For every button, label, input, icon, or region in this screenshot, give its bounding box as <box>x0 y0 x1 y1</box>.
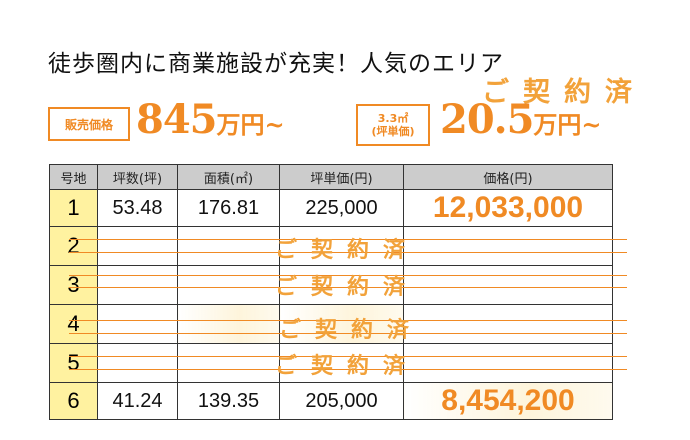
header-area: 面積(㎡) <box>177 164 280 190</box>
table-row: 6 41.24 139.35 205,000 8,454,200 <box>49 382 613 420</box>
price-unit: 万円~ <box>216 110 285 139</box>
price-cell: 8,454,200 <box>403 382 613 420</box>
header-tsubo: 坪数(坪) <box>97 164 178 190</box>
tsubo-tag-line2: (坪単価) <box>371 125 415 138</box>
lot-number: 2 <box>49 226 98 266</box>
header-lot: 号地 <box>49 164 98 190</box>
tsubo-cell: 41.24 <box>97 382 178 420</box>
tsubo-number: 20.5 <box>440 96 534 143</box>
lot-number: 4 <box>49 304 98 344</box>
unit-price-cell: 205,000 <box>279 382 404 420</box>
price-amount: 845万円~ <box>136 96 285 143</box>
header-price: 価格(円) <box>403 164 613 190</box>
table-row: 1 53.48 176.81 225,000 12,033,000 <box>49 189 613 227</box>
unit-price-cell: 225,000 <box>279 189 404 227</box>
lot-table: 号地 坪数(坪) 面積(㎡) 坪単価(円) 価格(円) 1 53.48 176.… <box>49 164 613 420</box>
header-unit-price: 坪単価(円) <box>279 164 404 190</box>
tsubo-tag: 3.3㎡ (坪単価) <box>356 104 430 146</box>
tsubo-tag-line1: 3.3㎡ <box>377 112 409 125</box>
table-row: 2 <box>49 226 613 266</box>
table-row: 4 <box>49 304 613 344</box>
lot-number: 3 <box>49 265 98 305</box>
price-number: 845 <box>136 96 217 143</box>
area-cell: 176.81 <box>177 189 280 227</box>
tsubo-cell: 53.48 <box>97 189 178 227</box>
lot-number: 5 <box>49 343 98 383</box>
table-row: 3 <box>49 265 613 305</box>
tsubo-unit: 万円~ <box>533 110 602 139</box>
price-tag: 販売価格 <box>48 107 130 141</box>
headline: 徒歩圏内に商業施設が充実！人気のエリア <box>48 51 504 77</box>
price-cell: 12,033,000 <box>403 189 613 227</box>
table-row: 5 <box>49 343 613 383</box>
lot-number: 1 <box>49 189 98 227</box>
table-header-row: 号地 坪数(坪) 面積(㎡) 坪単価(円) 価格(円) <box>49 164 613 190</box>
sold-stamp-top: ご契約済 <box>482 77 646 108</box>
area-cell: 139.35 <box>177 382 280 420</box>
lot-number: 6 <box>49 382 98 420</box>
tsubo-amount: 20.5万円~ <box>440 96 602 143</box>
